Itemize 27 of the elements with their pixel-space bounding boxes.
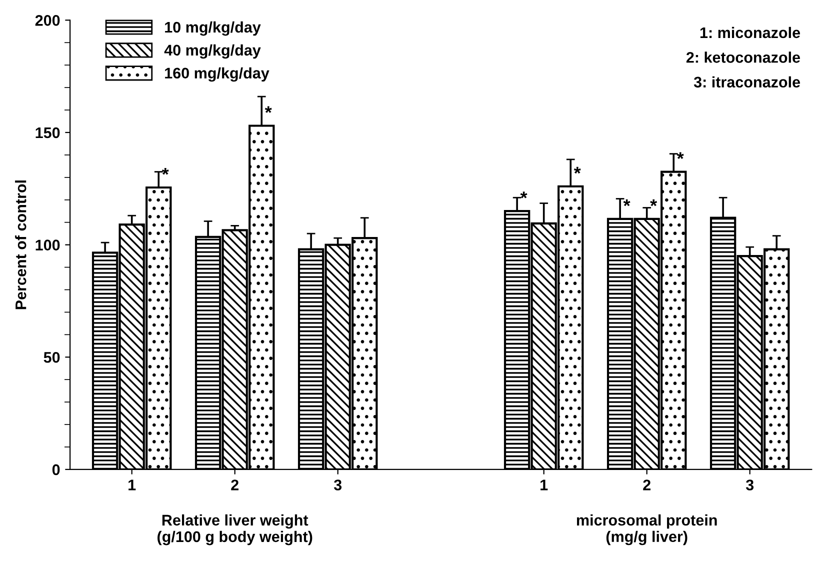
data-label: * (676, 152, 684, 159)
text: microsomal protein (mg/g liver) (576, 514, 717, 546)
x-tick-label: 1 (540, 480, 548, 490)
y-tick-label: 150 (36, 127, 60, 138)
x-tick-label: 2 (643, 480, 650, 490)
annotation: 1: miconazole (700, 26, 800, 38)
data-label: * (162, 168, 169, 175)
y-axis-title: Percent of control (15, 180, 26, 310)
legend-label: 40 mg/kg/day (164, 44, 261, 59)
x-tick-label: 3 (746, 480, 754, 490)
data-label: * (650, 199, 658, 206)
y-tick-label: 200 (35, 15, 60, 26)
annotation: 2: ketoconazole (686, 52, 800, 63)
y-tick-label: 50 (44, 352, 60, 363)
legend-label: 10 mg/kg/day (165, 21, 261, 36)
data-label: * (264, 106, 272, 113)
data-label: * (623, 199, 630, 206)
legend-label: 160 mg/kg/day (165, 67, 270, 82)
x-tick-label: 1 (128, 480, 136, 490)
text: Relative liver weight (g/100 g body weight) (158, 514, 312, 546)
data-label: * (574, 166, 581, 174)
annotation: 3: itraconazole (694, 76, 800, 88)
data-label: * (520, 192, 528, 198)
y-tick-label: 0 (52, 464, 60, 476)
y-tick-label: 100 (36, 240, 60, 250)
x-tick-label: 2 (231, 480, 238, 490)
x-tick-label: 3 (334, 480, 342, 490)
